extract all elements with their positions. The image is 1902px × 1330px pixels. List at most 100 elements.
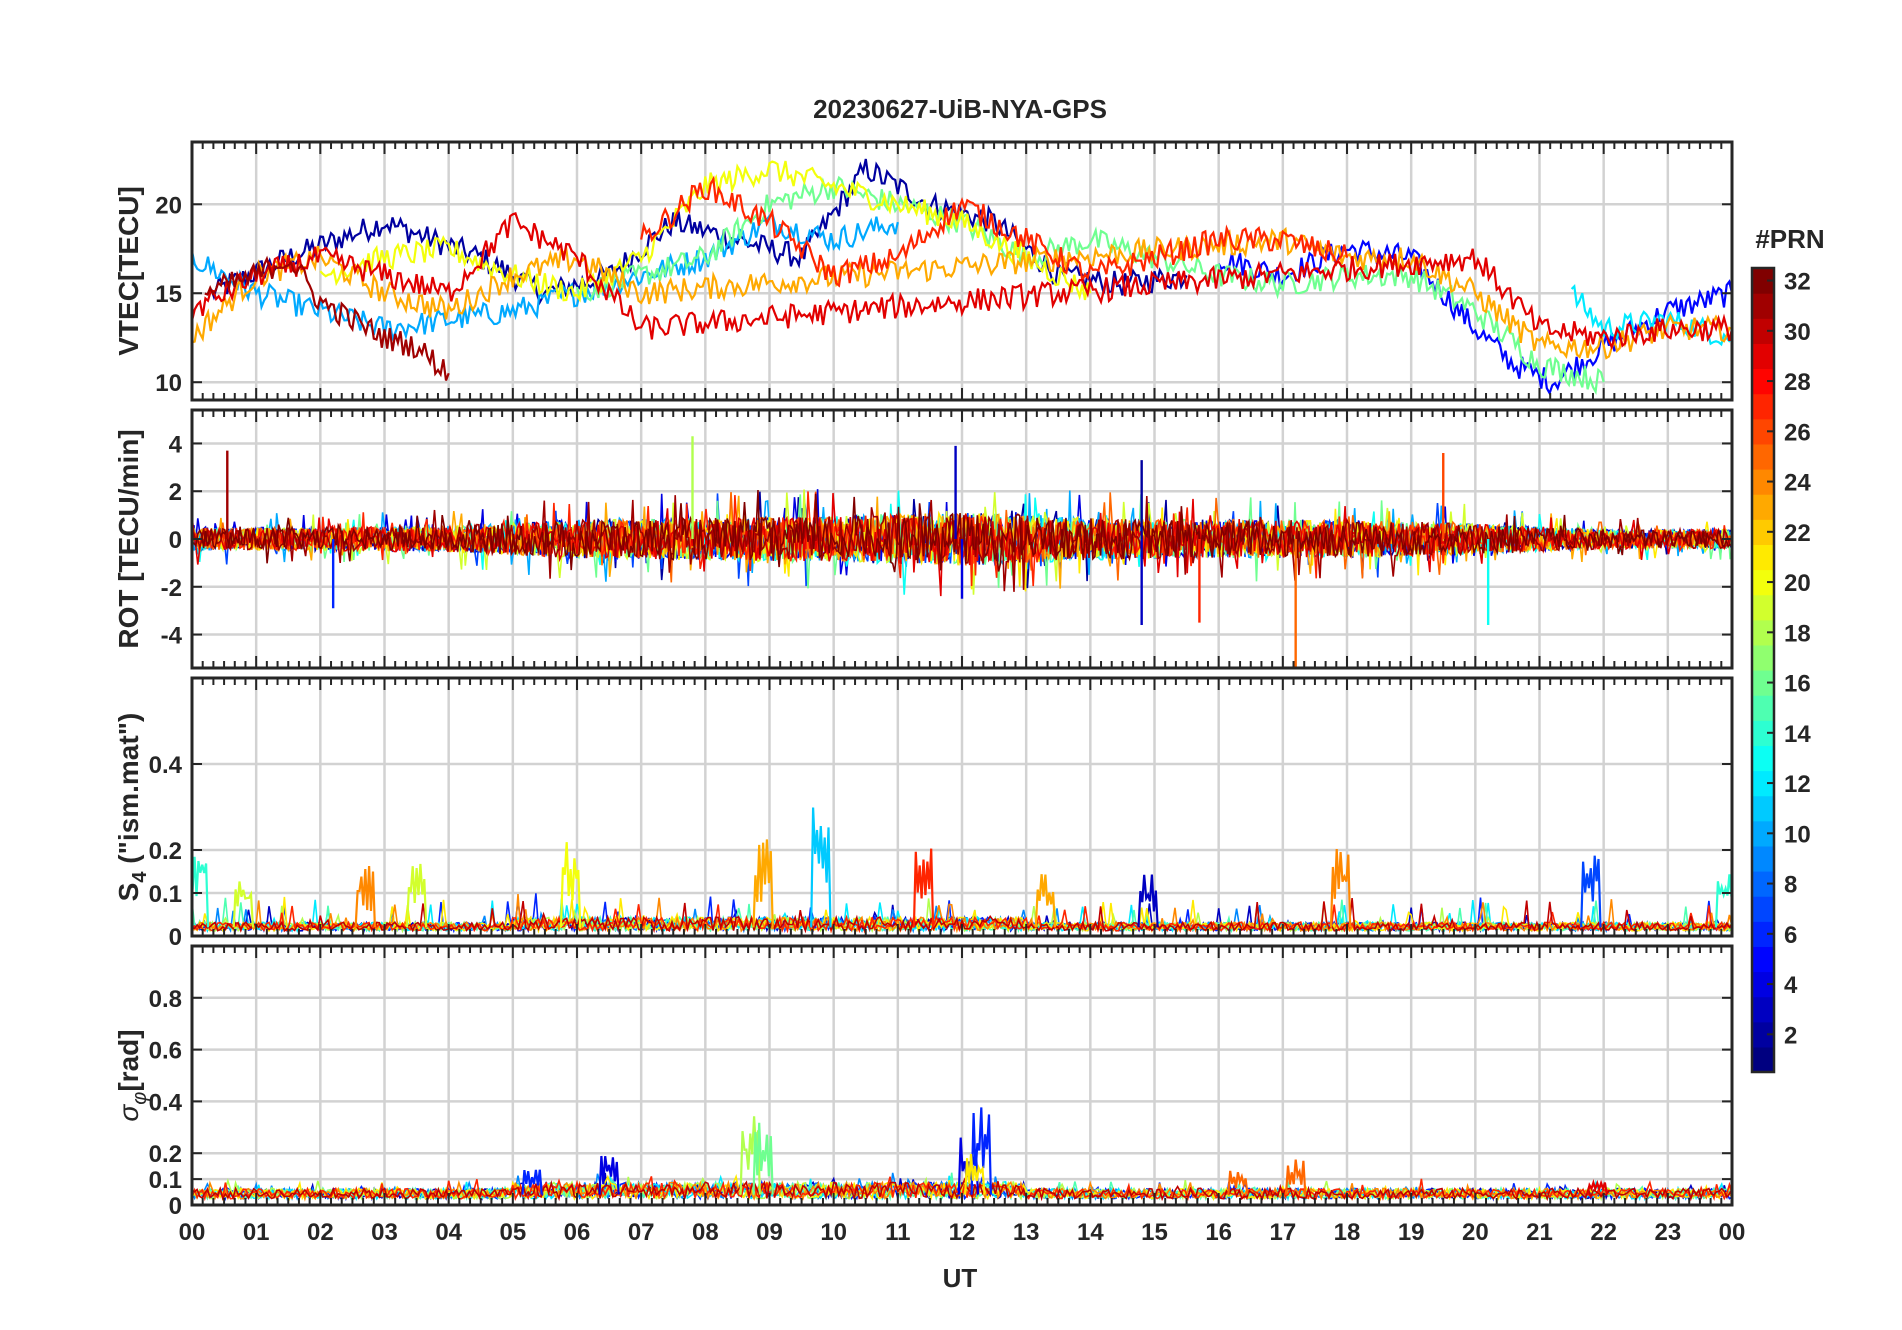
series-line [640, 175, 1349, 288]
colorbar-segment [1752, 670, 1774, 696]
colorbar-segment [1752, 896, 1774, 922]
series-line [192, 226, 1732, 360]
x-tick-label: 01 [243, 1219, 270, 1246]
colorbar-segment [1752, 921, 1774, 947]
x-tick-label: 17 [1269, 1219, 1296, 1246]
x-tick-label: 03 [371, 1219, 398, 1246]
x-tick-label: 02 [307, 1219, 334, 1246]
y-tick-label: 20 [155, 192, 182, 219]
burst-line [192, 847, 210, 928]
x-tick-label: 10 [820, 1219, 847, 1246]
x-tick-label: 00 [1719, 1219, 1746, 1246]
y-axis-label: VTEC[TECU] [113, 186, 144, 356]
colorbar-segment [1752, 469, 1774, 495]
x-tick-label: 11 [885, 1219, 910, 1246]
panel-sigma_phi: 00.10.2 0.4 0.6 0.8 σφ[rad] [113, 944, 1734, 1220]
x-tick-labels: 00 01 02 03 04 05 06 07 08 09 10 11 12 13 14 15 16 17 18 19… [179, 1219, 1746, 1246]
y-tick-label: 0.8 [149, 986, 182, 1013]
x-tick-label: 13 [1013, 1219, 1040, 1246]
burst-line [1137, 874, 1159, 928]
series-line [319, 160, 1092, 303]
series-line [575, 175, 1605, 395]
colorbar-segment [1752, 368, 1774, 395]
burst-line [405, 863, 428, 928]
colorbar-segment [1752, 569, 1774, 596]
colorbar-tick-label: 12 [1784, 771, 1811, 798]
burst-line [1714, 874, 1732, 928]
axes-frame [190, 140, 1734, 402]
x-tick-label: 21 [1526, 1219, 1553, 1246]
colorbar-segment [1752, 1021, 1774, 1048]
colorbar-tick-label: 28 [1784, 369, 1811, 396]
colorbar-tick-label: 14 [1784, 721, 1811, 748]
colorbar-segment [1752, 293, 1774, 319]
x-tick-label: 08 [692, 1219, 719, 1246]
y-tick-label: 0 [169, 924, 182, 951]
colorbar-frame [1750, 266, 1776, 1074]
y-tick-label: 0.1 [149, 1167, 182, 1194]
x-tick-label: 14 [1077, 1219, 1104, 1246]
burst-line [1580, 855, 1602, 928]
x-tick-label: 04 [435, 1219, 462, 1246]
x-tick-label: 12 [949, 1219, 976, 1246]
colorbar-segment [1752, 996, 1774, 1023]
x-tick-label: 22 [1590, 1219, 1617, 1246]
data-layer-vtec [192, 158, 1732, 396]
burst-line [598, 1155, 620, 1195]
colorbar-tick-label: 10 [1784, 821, 1811, 848]
x-tick-label: 15 [1141, 1219, 1168, 1246]
colorbar-tick-label: 22 [1784, 520, 1811, 547]
y-axis-label: ROT [TECU/min] [113, 429, 144, 648]
y-tick-label: -4 [161, 623, 183, 650]
x-tick-label: 23 [1654, 1219, 1681, 1246]
colorbar-tick-label: 30 [1784, 319, 1811, 346]
x-tick-label: 09 [756, 1219, 783, 1246]
x-tick-label: 16 [1205, 1219, 1232, 1246]
x-tick-label: 18 [1334, 1219, 1361, 1246]
colorbar-segment [1752, 318, 1774, 344]
colorbar-tick-label: 2 [1784, 1022, 1797, 1049]
colorbar-segment [1752, 871, 1774, 897]
y-tick-label: -2 [161, 575, 182, 602]
colorbar-title: #PRN [1755, 224, 1824, 254]
colorbar-segment [1752, 544, 1774, 571]
y-tick-label: 4 [169, 431, 183, 458]
colorbar-segment [1752, 770, 1774, 797]
x-tick-label: 00 [179, 1219, 206, 1246]
colorbar-segment [1752, 720, 1774, 746]
colorbar-segment [1752, 695, 1774, 721]
colorbar-tick-label: 6 [1784, 922, 1797, 949]
series-line [192, 489, 1731, 573]
axes-frame [190, 944, 1734, 1207]
y-tick-label: 0.4 [149, 752, 183, 779]
burst-line [810, 807, 832, 928]
series-line [192, 211, 899, 343]
y-tick-label: 0.6 [149, 1038, 182, 1065]
colorbar-segment [1752, 845, 1774, 872]
burst-line [970, 1107, 992, 1195]
y-tick-label: 15 [155, 281, 182, 308]
panel-rot: -4 -2 0 2 4 ROT [TECU/min] [113, 408, 1734, 670]
colorbar-segment [1752, 745, 1774, 772]
panel-vtec: 10 15 20 VTEC[TECU] [113, 140, 1734, 402]
x-tick-label: 06 [564, 1219, 591, 1246]
burst-line [1586, 1179, 1608, 1195]
colorbar-segment [1752, 268, 1774, 294]
axes-frame [190, 676, 1734, 938]
y-tick-label: 0.2 [149, 1141, 182, 1168]
x-tick-label: 07 [628, 1219, 655, 1246]
colorbar-segment [1752, 644, 1774, 671]
x-tick-label: 19 [1398, 1219, 1425, 1246]
colorbar-segment [1752, 946, 1774, 973]
colorbar-tick-label: 18 [1784, 620, 1811, 647]
chart-title: 20230627-UiB-NYA-GPS [813, 94, 1107, 124]
y-tick-label: 0 [169, 1193, 182, 1220]
colorbar-tick-label: 24 [1784, 470, 1811, 497]
colorbar-segment [1752, 343, 1774, 370]
colorbar-segment [1752, 393, 1774, 420]
burst-line [752, 839, 774, 928]
colorbar-segment [1752, 1046, 1774, 1073]
